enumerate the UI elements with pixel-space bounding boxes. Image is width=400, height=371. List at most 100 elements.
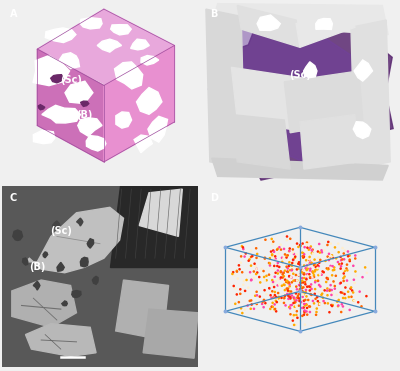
Point xyxy=(289,293,295,299)
Point xyxy=(307,267,313,273)
Point xyxy=(363,293,370,299)
Point xyxy=(284,278,290,284)
Point xyxy=(254,270,260,276)
Point xyxy=(274,282,281,288)
Point xyxy=(303,276,310,282)
Point xyxy=(315,249,321,255)
Point xyxy=(352,256,358,262)
Point xyxy=(314,294,320,300)
Point xyxy=(334,292,340,298)
Point xyxy=(306,256,313,262)
Point xyxy=(269,288,276,294)
Text: (Sc): (Sc) xyxy=(60,75,82,85)
Point xyxy=(275,260,281,266)
Point xyxy=(291,322,297,328)
Point xyxy=(267,260,273,266)
Point xyxy=(297,280,304,286)
Point xyxy=(282,260,289,266)
Point xyxy=(270,300,276,306)
Point xyxy=(311,301,317,306)
Point xyxy=(295,261,302,267)
Point xyxy=(320,298,326,304)
Point xyxy=(282,268,288,274)
Text: (Sc): (Sc) xyxy=(50,226,72,236)
Point xyxy=(287,236,294,242)
Point xyxy=(340,278,347,284)
Point xyxy=(326,309,333,315)
Point xyxy=(295,293,301,299)
Point xyxy=(299,288,305,294)
Point xyxy=(328,241,334,247)
Point xyxy=(352,253,358,259)
Point xyxy=(326,257,332,263)
Point xyxy=(251,269,257,275)
Point xyxy=(288,274,294,280)
Point xyxy=(342,247,348,253)
Polygon shape xyxy=(139,189,182,236)
Point xyxy=(268,249,274,255)
Point xyxy=(254,301,260,307)
Point xyxy=(326,255,333,261)
Point xyxy=(315,278,321,284)
Point xyxy=(300,289,306,295)
Point xyxy=(307,275,313,280)
Point xyxy=(295,244,302,250)
Point xyxy=(286,246,293,252)
Point xyxy=(251,275,257,281)
Point xyxy=(322,300,328,306)
Point xyxy=(283,255,290,260)
Point xyxy=(304,284,310,290)
Polygon shape xyxy=(57,262,64,271)
Text: (Sc): (Sc) xyxy=(289,70,311,79)
Point xyxy=(276,296,282,302)
Point xyxy=(272,292,278,298)
Point xyxy=(293,312,300,318)
Point xyxy=(348,294,355,300)
Point xyxy=(317,257,324,263)
Point xyxy=(330,279,337,285)
Point xyxy=(281,300,287,306)
Point xyxy=(324,288,330,293)
Point xyxy=(342,285,349,290)
Point xyxy=(316,300,322,306)
Point xyxy=(262,300,268,306)
Point xyxy=(316,260,322,266)
Point xyxy=(300,305,307,311)
Point xyxy=(245,285,252,290)
Point xyxy=(293,264,299,270)
Point xyxy=(351,298,357,303)
Point xyxy=(297,262,303,267)
Point xyxy=(299,313,306,319)
Point xyxy=(297,243,304,249)
Point xyxy=(271,255,277,260)
Point xyxy=(272,274,278,280)
Point xyxy=(335,259,341,265)
Point xyxy=(314,262,321,268)
Point xyxy=(304,305,310,311)
Point xyxy=(296,266,302,272)
Point xyxy=(275,246,281,252)
Point xyxy=(286,263,292,269)
Point xyxy=(352,280,358,286)
Point xyxy=(266,285,273,291)
Point xyxy=(287,295,294,301)
Point xyxy=(312,286,318,292)
Point xyxy=(268,304,275,310)
Point xyxy=(302,322,308,328)
Point xyxy=(296,296,303,302)
Point xyxy=(247,269,253,275)
Point xyxy=(288,267,295,273)
Text: A: A xyxy=(10,9,17,19)
Point xyxy=(326,251,332,257)
Point xyxy=(294,308,300,314)
Point xyxy=(325,276,331,282)
Point xyxy=(234,292,240,298)
Point xyxy=(275,276,282,282)
Point xyxy=(296,259,302,265)
Point xyxy=(279,255,285,261)
Point xyxy=(326,265,332,271)
Point xyxy=(291,312,297,318)
Point xyxy=(330,255,336,261)
Point xyxy=(271,266,277,272)
Point xyxy=(287,311,294,317)
